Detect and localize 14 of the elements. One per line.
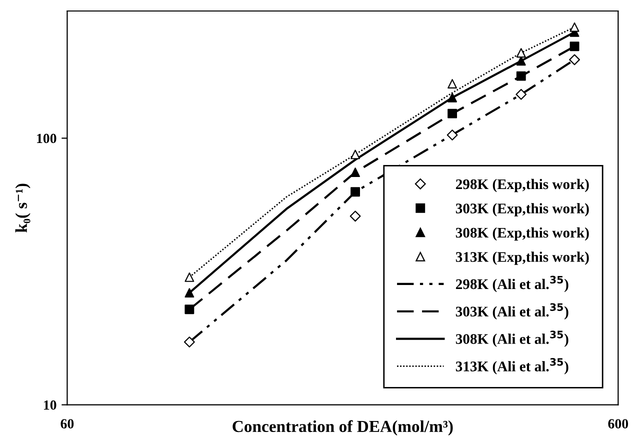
- x-axis-title: Concentration of DEA(mol/m³): [232, 420, 453, 436]
- legend-label: 298K (Ali et al.$^{35}$): [456, 276, 568, 292]
- legend-label: 308K (Exp,this work): [456, 227, 589, 241]
- y-tick-label: 10: [44, 400, 56, 410]
- legend-label: 303K (Ali et al.$^{35}$): [456, 303, 568, 320]
- legend-label: 298K (Exp,this work): [456, 178, 589, 192]
- legend-label: 303K (Exp,this work): [456, 203, 589, 216]
- y-axis-title: k₀( s⁻¹): [15, 184, 30, 232]
- y-tick-label: 100: [37, 134, 56, 144]
- x-tick-label: 60: [60, 419, 74, 428]
- legend-label: 313K (Ali et al.$^{35}$): [456, 358, 568, 374]
- x-tick-label: 600: [608, 419, 628, 428]
- legend-label: 308K (Ali et al.$^{35}$): [456, 330, 568, 347]
- legend-label: 313K (Exp,this work): [456, 252, 589, 265]
